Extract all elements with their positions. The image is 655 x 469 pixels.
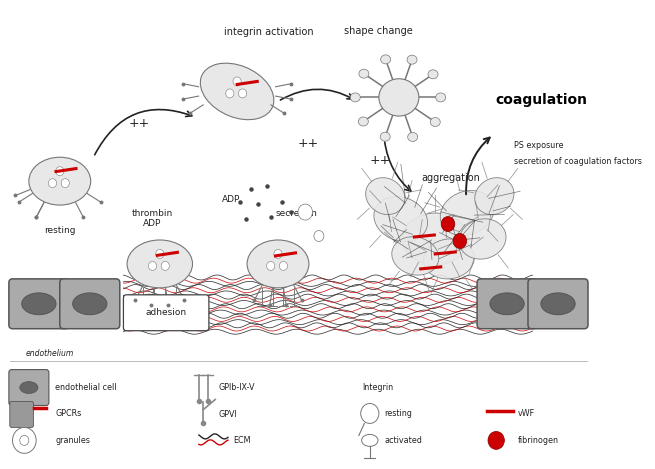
Ellipse shape (407, 132, 418, 142)
Ellipse shape (430, 118, 440, 127)
Text: GPIb-IX-V: GPIb-IX-V (219, 383, 255, 392)
Circle shape (361, 403, 379, 424)
Ellipse shape (428, 70, 438, 79)
Circle shape (314, 230, 324, 242)
FancyBboxPatch shape (528, 279, 588, 329)
Circle shape (441, 217, 455, 232)
Text: integrin activation: integrin activation (224, 27, 314, 37)
Circle shape (161, 261, 170, 271)
Text: resting: resting (384, 409, 412, 418)
Ellipse shape (440, 190, 494, 235)
Ellipse shape (247, 240, 309, 288)
Circle shape (279, 261, 288, 271)
Ellipse shape (73, 293, 107, 315)
Circle shape (233, 77, 241, 86)
Ellipse shape (490, 293, 524, 315)
Text: GPCRs: GPCRs (55, 409, 81, 418)
Ellipse shape (29, 157, 90, 205)
Ellipse shape (365, 178, 405, 215)
Ellipse shape (362, 434, 378, 446)
Text: vWF: vWF (518, 409, 535, 418)
Text: coagulation: coagulation (496, 93, 588, 107)
Ellipse shape (350, 93, 360, 102)
Text: granules: granules (55, 436, 90, 445)
Ellipse shape (22, 293, 56, 315)
Text: ADP: ADP (221, 195, 240, 204)
Text: aggregation: aggregation (421, 173, 480, 183)
Text: resting: resting (44, 226, 75, 235)
Text: secretion of coagulation factors: secretion of coagulation factors (514, 157, 643, 166)
Text: Integrin: Integrin (362, 383, 394, 392)
Circle shape (12, 427, 36, 454)
FancyBboxPatch shape (9, 279, 69, 329)
Text: secretion: secretion (275, 209, 317, 218)
Circle shape (238, 89, 247, 98)
Text: adhesion: adhesion (145, 308, 187, 317)
Circle shape (149, 261, 157, 271)
FancyBboxPatch shape (123, 295, 209, 331)
Circle shape (61, 179, 69, 188)
Circle shape (274, 250, 282, 258)
Ellipse shape (403, 213, 468, 265)
Ellipse shape (541, 293, 575, 315)
Ellipse shape (407, 55, 417, 64)
FancyBboxPatch shape (60, 279, 120, 329)
FancyBboxPatch shape (10, 401, 33, 427)
Text: fibrinogen: fibrinogen (518, 436, 559, 445)
Circle shape (48, 179, 56, 188)
Text: activated: activated (384, 436, 422, 445)
Ellipse shape (359, 69, 369, 78)
Circle shape (298, 204, 312, 220)
FancyBboxPatch shape (9, 370, 49, 406)
Ellipse shape (381, 55, 390, 64)
FancyBboxPatch shape (477, 279, 537, 329)
Circle shape (488, 431, 504, 449)
Ellipse shape (380, 132, 390, 141)
Circle shape (56, 166, 64, 176)
Text: GPVI: GPVI (219, 410, 238, 419)
Text: ++: ++ (297, 137, 318, 150)
Ellipse shape (379, 79, 419, 116)
Text: PS exposure: PS exposure (514, 141, 564, 150)
Ellipse shape (20, 382, 38, 393)
Ellipse shape (424, 239, 474, 279)
Text: ++: ++ (128, 117, 149, 130)
Ellipse shape (358, 117, 368, 126)
Ellipse shape (374, 197, 428, 242)
Circle shape (226, 89, 234, 98)
Text: shape change: shape change (344, 26, 413, 36)
Text: ++: ++ (370, 154, 391, 167)
Text: endothelium: endothelium (26, 348, 75, 358)
Ellipse shape (127, 240, 193, 288)
Ellipse shape (200, 63, 274, 120)
Ellipse shape (459, 219, 506, 259)
Ellipse shape (475, 178, 514, 215)
Ellipse shape (436, 93, 445, 102)
Text: endothelial cell: endothelial cell (55, 383, 117, 392)
Circle shape (156, 250, 164, 258)
Circle shape (453, 234, 466, 249)
Text: thrombin
ADP: thrombin ADP (132, 209, 173, 228)
Circle shape (20, 435, 29, 446)
Ellipse shape (392, 237, 439, 275)
Circle shape (267, 261, 275, 271)
Text: ECM: ECM (233, 436, 251, 445)
